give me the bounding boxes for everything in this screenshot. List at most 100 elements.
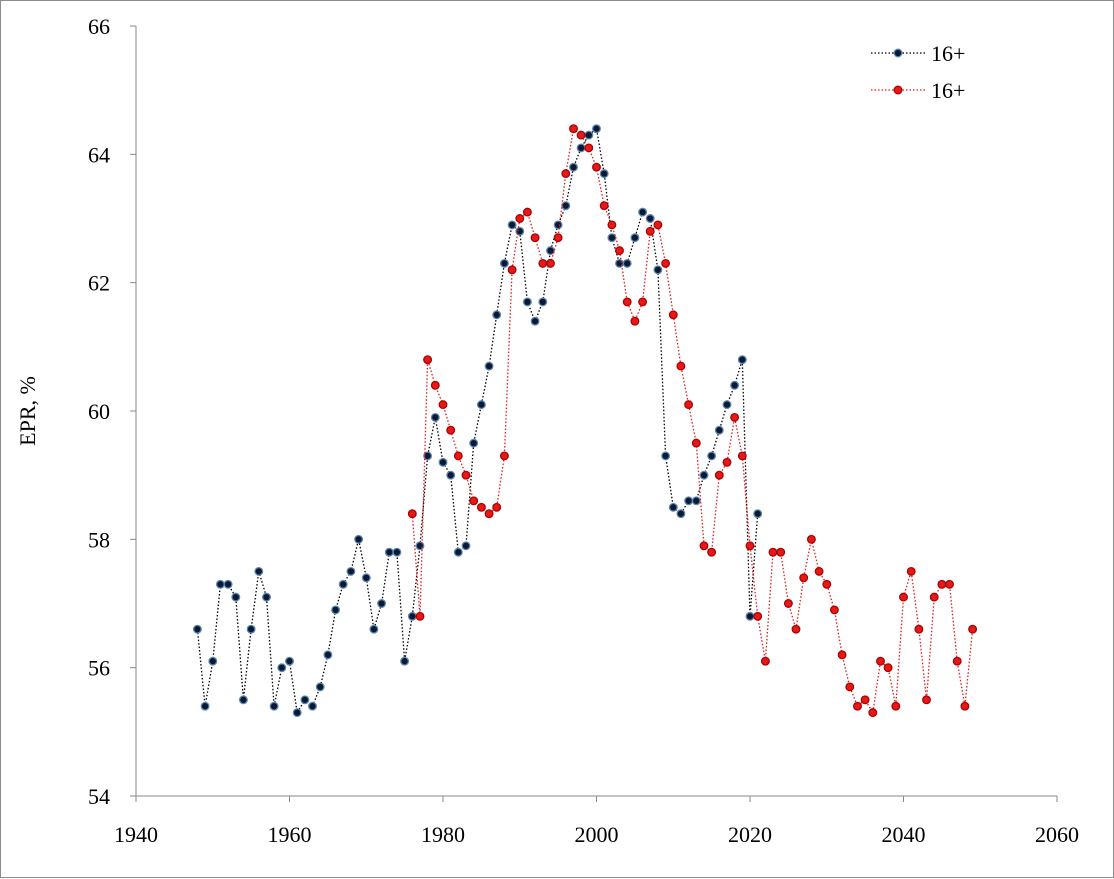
series-2-point <box>599 201 609 211</box>
series-2-point <box>707 547 717 557</box>
series-2-point <box>661 258 671 268</box>
series-2-point <box>753 611 763 621</box>
series-2-point <box>845 682 855 692</box>
series-2-point <box>891 701 901 711</box>
series-1-point <box>369 624 379 634</box>
series-2-point <box>929 592 939 602</box>
series-2-point <box>737 451 747 461</box>
series-1-point <box>446 470 456 480</box>
series-2-point <box>492 502 502 512</box>
series-2-point <box>446 425 456 435</box>
series-1-point <box>323 650 333 660</box>
series-2-point <box>937 579 947 589</box>
legend-label: 16+ <box>931 41 965 66</box>
series-2-point <box>415 611 425 621</box>
series-2-point <box>430 380 440 390</box>
series-1-point <box>592 124 601 134</box>
series-2-point <box>829 605 839 615</box>
series-2-point <box>960 701 970 711</box>
y-tick-label: 64 <box>88 142 110 167</box>
series-1-point <box>507 220 517 230</box>
series-2-point <box>546 258 555 268</box>
series-2-point <box>676 361 686 371</box>
y-tick-label: 56 <box>88 656 110 681</box>
y-tick-label: 60 <box>88 399 110 424</box>
series-1-point <box>262 592 271 602</box>
series-2-point <box>730 412 740 422</box>
series-1-point <box>553 220 563 230</box>
series-2-point <box>438 400 448 410</box>
series-1-point <box>315 682 325 692</box>
series-2-point <box>906 566 916 576</box>
series-2-point <box>914 624 924 634</box>
series-2-point <box>814 566 824 576</box>
series-2-point <box>876 656 885 666</box>
x-axis-ticks: 1940 1960 1980 2000 2020 2040 2060 <box>114 796 1079 847</box>
y-tick-label: 54 <box>88 784 110 809</box>
series-1-point <box>745 611 755 621</box>
series-2-point <box>822 579 832 589</box>
series-1-point <box>753 509 763 519</box>
series-2-point <box>768 547 778 557</box>
series-1-point <box>238 695 248 705</box>
series-1-point <box>453 547 463 557</box>
series-1-point <box>300 695 310 705</box>
series-1-point <box>522 297 532 307</box>
series-2-point <box>868 708 878 718</box>
series-2-point <box>569 124 578 134</box>
y-axis-title: EPR, % <box>15 376 40 446</box>
axes <box>135 26 1057 797</box>
series-1-point <box>269 701 279 711</box>
series-2-point <box>853 701 862 711</box>
y-axis-ticks: 54 56 58 60 62 64 66 <box>88 14 136 809</box>
series-1-point <box>476 400 486 410</box>
series-2-point <box>476 502 486 512</box>
series-2-point <box>522 207 532 217</box>
series-1-point <box>576 143 586 153</box>
series-2-point <box>899 592 908 602</box>
legend-swatch-marker <box>893 85 903 95</box>
series-1-point <box>499 258 509 268</box>
series-2-point <box>783 599 793 608</box>
series-2-point <box>883 663 893 673</box>
series-1-point <box>192 624 202 634</box>
x-tick-label: 2060 <box>1035 822 1079 847</box>
y-tick-label: 62 <box>88 271 110 296</box>
series-2-point <box>461 470 471 480</box>
series-1-point <box>400 656 410 666</box>
series-2 <box>407 124 978 718</box>
series-1-point <box>484 361 494 371</box>
series-2-point <box>684 400 694 410</box>
series-1-point <box>438 457 448 467</box>
x-tick-label: 1960 <box>268 822 312 847</box>
series-1-point <box>546 246 555 256</box>
series-2-point <box>530 233 540 243</box>
series-1-line <box>196 127 759 715</box>
series-1-point <box>630 233 640 243</box>
legend-swatch-marker <box>893 48 903 58</box>
series-2-point <box>699 541 709 551</box>
y-tick-label: 66 <box>88 14 110 39</box>
x-tick-label: 1940 <box>114 822 158 847</box>
series-1-point <box>254 566 264 576</box>
series-1-point <box>737 355 747 365</box>
series-1-point <box>407 611 417 621</box>
series-1-point <box>308 701 317 711</box>
series-2-point <box>645 226 655 236</box>
series-1-point <box>361 573 371 583</box>
series-2-point <box>745 541 755 551</box>
series-2-point <box>668 310 678 320</box>
series-1-point <box>338 579 348 589</box>
series-2-point <box>622 297 632 307</box>
x-tick-label: 2020 <box>728 822 772 847</box>
series-1-point <box>653 265 663 275</box>
series-2-point <box>407 509 417 519</box>
legend-label: 16+ <box>931 78 965 103</box>
series-1-point <box>691 496 701 506</box>
series-1-point <box>714 425 724 435</box>
series-1-point <box>461 541 471 551</box>
series-1-point <box>599 169 609 179</box>
x-tick-label: 1980 <box>421 822 465 847</box>
series-1-point <box>638 207 648 217</box>
series-1-point <box>722 400 732 410</box>
